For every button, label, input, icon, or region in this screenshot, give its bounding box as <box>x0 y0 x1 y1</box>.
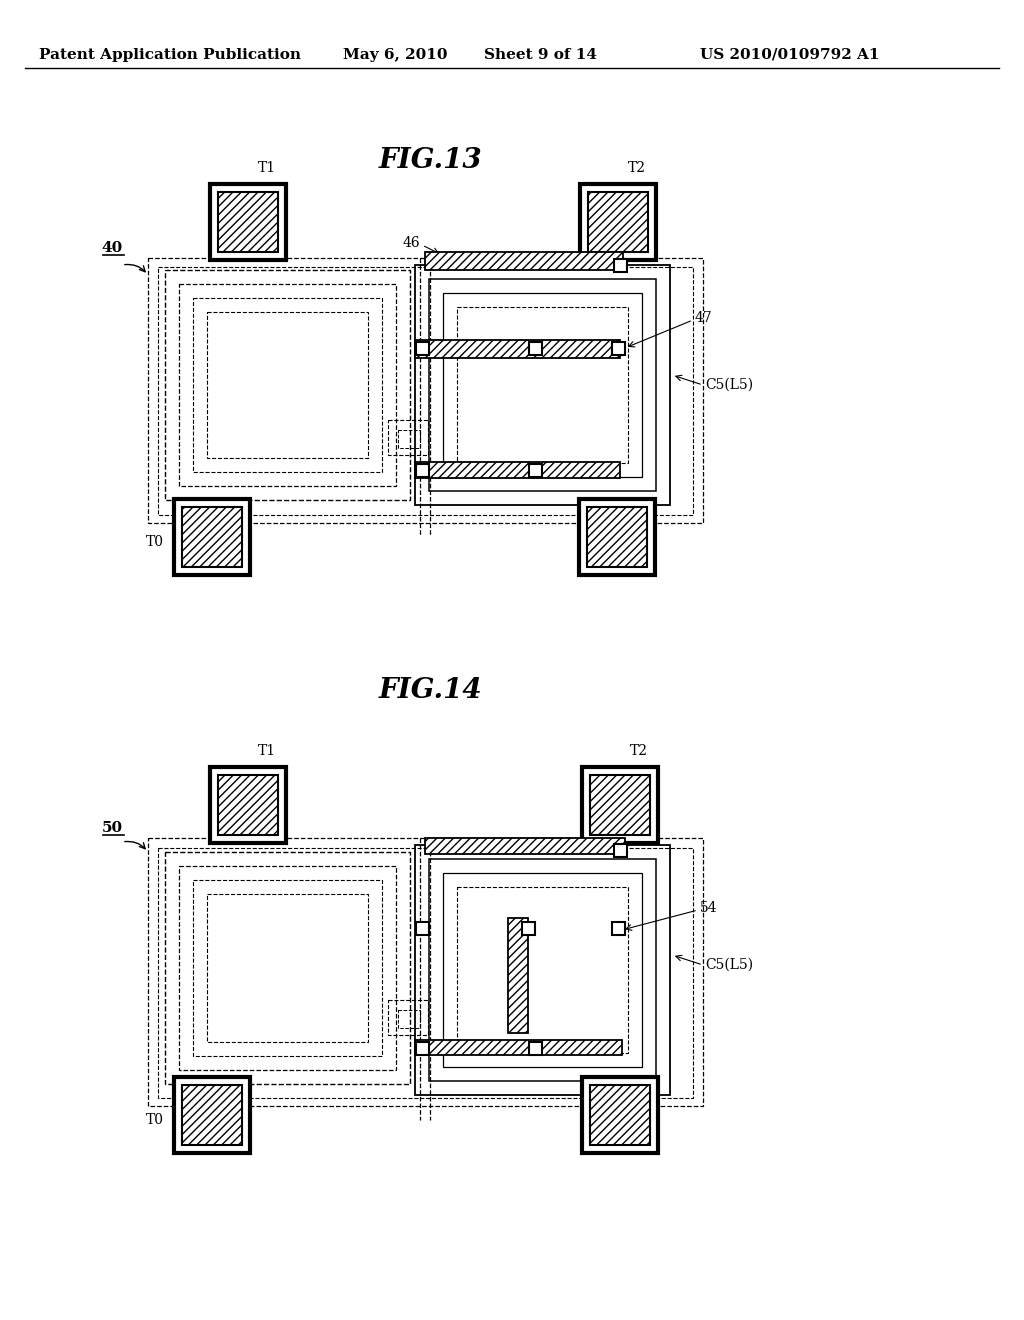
Bar <box>179 866 396 1071</box>
Bar <box>425 252 623 271</box>
Bar <box>193 298 382 473</box>
Bar <box>580 183 656 260</box>
Bar <box>429 859 656 1081</box>
Bar <box>415 462 620 478</box>
Bar <box>415 1040 622 1055</box>
Text: C5(L5): C5(L5) <box>705 378 753 392</box>
Bar <box>217 775 279 836</box>
Text: May 6, 2010: May 6, 2010 <box>343 48 447 62</box>
Bar <box>425 838 625 854</box>
Bar <box>611 342 625 355</box>
Bar <box>416 463 428 477</box>
Bar <box>582 767 658 843</box>
Text: T3: T3 <box>630 1113 648 1127</box>
Bar <box>579 499 655 576</box>
Text: T1: T1 <box>258 161 276 176</box>
Bar <box>174 499 250 576</box>
Text: 40: 40 <box>101 242 123 255</box>
Bar <box>415 265 670 506</box>
Text: FIG.14: FIG.14 <box>378 676 482 704</box>
Bar <box>181 507 243 568</box>
Bar <box>388 1001 428 1035</box>
Text: Patent Application Publication: Patent Application Publication <box>39 48 301 62</box>
Text: 50: 50 <box>101 821 123 836</box>
Bar <box>457 887 628 1053</box>
Bar <box>415 341 620 358</box>
Bar <box>158 267 693 515</box>
Text: C5(L5): C5(L5) <box>705 958 753 972</box>
Text: FIG.13: FIG.13 <box>378 147 482 173</box>
Bar <box>611 921 625 935</box>
Bar <box>528 342 542 355</box>
Bar <box>210 767 286 843</box>
Bar <box>207 894 368 1041</box>
Text: Sheet 9 of 14: Sheet 9 of 14 <box>483 48 597 62</box>
Bar <box>429 279 656 491</box>
Bar <box>582 1077 658 1152</box>
Bar <box>148 257 703 523</box>
Text: T3: T3 <box>627 535 645 549</box>
Bar <box>443 293 642 477</box>
Bar <box>416 1041 428 1055</box>
Bar <box>587 507 647 568</box>
Bar <box>521 921 535 935</box>
Bar <box>528 463 542 477</box>
Bar <box>148 838 703 1106</box>
Bar <box>613 259 627 272</box>
Bar <box>181 1085 243 1146</box>
Bar <box>508 917 528 1034</box>
Bar <box>590 775 650 836</box>
Bar <box>528 1041 542 1055</box>
Bar <box>398 430 420 447</box>
Bar <box>388 420 428 455</box>
Bar <box>210 183 286 260</box>
Text: US 2010/0109792 A1: US 2010/0109792 A1 <box>700 48 880 62</box>
Text: 46: 46 <box>402 236 420 249</box>
Text: T0: T0 <box>146 1113 164 1127</box>
Bar <box>398 1010 420 1028</box>
Bar <box>588 191 648 252</box>
Text: T0: T0 <box>146 535 164 549</box>
Bar <box>207 312 368 458</box>
Text: 47: 47 <box>695 312 713 325</box>
Bar <box>165 271 410 500</box>
Text: T2: T2 <box>628 161 646 176</box>
Bar <box>174 1077 250 1152</box>
Bar <box>457 308 628 463</box>
Text: T1: T1 <box>258 744 276 758</box>
Bar <box>179 284 396 486</box>
Bar <box>217 191 279 252</box>
Bar <box>443 873 642 1067</box>
Bar <box>613 843 627 857</box>
Bar <box>416 342 428 355</box>
Bar <box>193 880 382 1056</box>
Text: T2: T2 <box>630 744 648 758</box>
Bar <box>590 1085 650 1146</box>
Bar <box>416 921 428 935</box>
Bar <box>165 851 410 1084</box>
Text: 54: 54 <box>700 902 718 915</box>
Bar <box>415 845 670 1096</box>
Bar <box>158 847 693 1098</box>
